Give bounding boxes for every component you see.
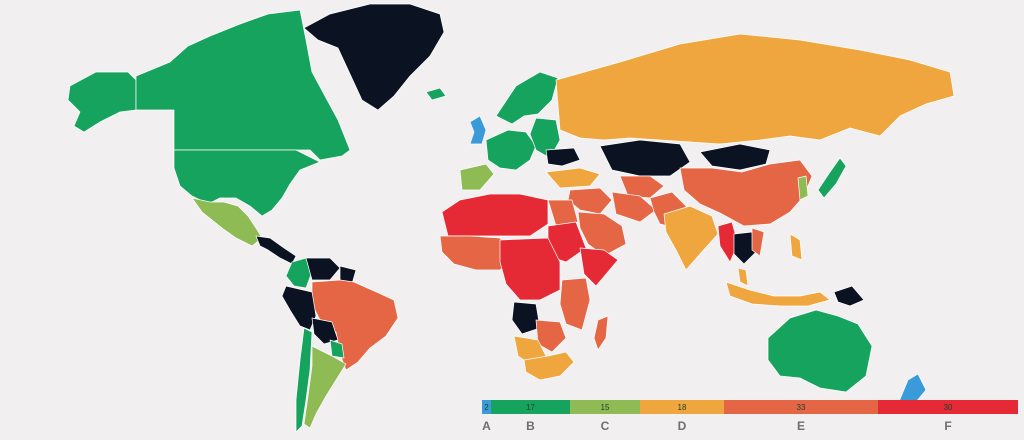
- region-korea[interactable]: [797, 175, 809, 201]
- region-central-america[interactable]: [255, 235, 297, 265]
- region-vietnam[interactable]: [751, 227, 765, 257]
- region-india[interactable]: [663, 205, 719, 271]
- legend-count-a: 2: [484, 402, 489, 412]
- legend-count-c: 15: [600, 402, 610, 412]
- region-north-africa[interactable]: [441, 193, 549, 237]
- legend-grade-c: C: [600, 419, 610, 433]
- region-west-africa[interactable]: [439, 235, 517, 271]
- region-united-kingdom[interactable]: [469, 115, 487, 145]
- region-alaska[interactable]: [67, 71, 137, 133]
- region-venezuela[interactable]: [305, 257, 341, 281]
- region-indonesia[interactable]: [725, 281, 831, 307]
- legend-count-e: 33: [796, 402, 806, 412]
- region-angola[interactable]: [511, 301, 541, 335]
- region-indochina[interactable]: [733, 231, 757, 265]
- region-kazakhstan[interactable]: [599, 139, 691, 177]
- region-turkey[interactable]: [545, 167, 601, 189]
- region-japan[interactable]: [817, 157, 847, 199]
- legend-segment-e: 33: [724, 400, 878, 414]
- legend-count-b: 17: [526, 402, 535, 412]
- region-southern-africa[interactable]: [523, 351, 575, 381]
- region-paraguay[interactable]: [329, 339, 345, 359]
- region-mongolia[interactable]: [699, 143, 771, 171]
- region-central-africa[interactable]: [499, 237, 561, 301]
- region-iceland[interactable]: [425, 87, 447, 101]
- region-china[interactable]: [679, 159, 813, 227]
- legend-segment-d: 18: [640, 400, 724, 414]
- legend-grade-a: A: [482, 419, 491, 433]
- region-argentina[interactable]: [303, 345, 347, 429]
- legend-segment-c: 15: [570, 400, 640, 414]
- region-iberia[interactable]: [459, 163, 495, 191]
- region-scandinavia[interactable]: [495, 71, 559, 125]
- grade-legend: 2 A 17 B 15 C 18 D 33 E 30 F: [482, 400, 1019, 436]
- region-philippines[interactable]: [789, 233, 803, 261]
- legend-grade-d: D: [677, 419, 687, 433]
- legend-segment-f: 30: [878, 400, 1018, 414]
- region-chile[interactable]: [295, 327, 313, 433]
- legend-segment-a: 2: [482, 400, 491, 414]
- region-arabia[interactable]: [577, 211, 627, 257]
- region-australia[interactable]: [767, 309, 873, 393]
- region-malaysia[interactable]: [737, 267, 749, 287]
- region-egypt[interactable]: [547, 199, 579, 227]
- legend-segment-b: 17: [491, 400, 570, 414]
- region-usa[interactable]: [173, 149, 321, 217]
- region-east-africa[interactable]: [559, 277, 591, 331]
- region-central-asia[interactable]: [619, 175, 665, 199]
- legend-grade-b: B: [526, 419, 535, 433]
- region-iran[interactable]: [611, 191, 657, 223]
- region-papua-new-guinea[interactable]: [833, 285, 865, 307]
- region-horn-of-africa[interactable]: [579, 247, 619, 287]
- legend-grade-f: F: [944, 419, 952, 433]
- legend-count-d: 18: [677, 402, 687, 412]
- legend-count-f: 30: [943, 402, 953, 412]
- region-ukraine[interactable]: [545, 147, 581, 167]
- region-russia[interactable]: [555, 33, 955, 145]
- region-western-europe[interactable]: [485, 129, 537, 171]
- legend-grade-e: E: [796, 419, 805, 433]
- region-greenland[interactable]: [303, 3, 445, 111]
- region-madagascar[interactable]: [593, 315, 609, 351]
- region-peru[interactable]: [281, 285, 317, 331]
